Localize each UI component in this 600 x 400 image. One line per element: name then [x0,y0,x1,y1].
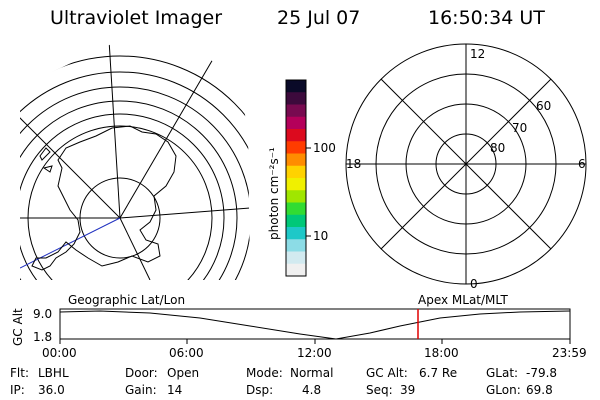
colorbar-cell [286,214,306,228]
info-gcalt-key: GC Alt: [366,366,408,380]
info-ip-value: 36.0 [38,383,65,397]
colorbar-cell [286,227,306,240]
time-label: 16:50:34 UT [428,7,545,29]
colorbar: 100 10 photon cm⁻²s⁻¹ [267,79,336,277]
colorbar-cell [286,251,306,265]
info-glat-key: GLat: [486,366,518,380]
colorbar-cell [286,129,306,142]
altitude-curve [59,310,571,340]
geographic-label: Geographic Lat/Lon [68,293,185,307]
colorbar-tick-100: 100 [313,141,336,155]
colorbar-cell [286,239,306,252]
orbit-track [20,217,121,269]
info-seq-value: 39 [400,383,415,397]
colorbar-cell [286,190,306,203]
timeline-x-tick-4: 23:59 [552,346,587,360]
info-glon-value: 69.8 [526,383,553,397]
timeline-y-tick-1: 1.8 [33,330,52,344]
info-dsp-key: Dsp: [246,383,273,397]
info-glat-value: -79.8 [526,366,557,380]
info-gain-key: Gain: [125,383,157,397]
colorbar-cell [286,116,306,130]
mlat-label-70: 70 [512,121,527,135]
info-door-value: Open [167,366,199,380]
apex-label: Apex MLat/MLT [418,293,508,307]
timeline-x-tick-0: 00:00 [42,346,77,360]
mlt-label-noon: 12 [470,47,485,61]
timeline-x-tick-1: 06:00 [169,346,204,360]
altitude-timeline: 9.0 1.8 GC Alt 00:00 06:00 12:00 18:00 2… [11,307,587,360]
timeline-y-tick-9: 9.0 [33,307,52,321]
colorbar-cell [286,263,306,277]
colorbar-cell [286,141,306,154]
info-door-key: Door: [125,366,158,380]
info-gcalt-value: 6.7 Re [419,366,457,380]
info-gain-value: 14 [167,383,182,397]
info-flt-value: LBHL [38,366,69,380]
colorbar-tick-10: 10 [313,229,328,243]
instrument-title: Ultraviolet Imager [50,7,222,29]
info-dsp-value: 4.8 [302,383,321,397]
timeline-ylabel: GC Alt [11,308,25,346]
mlat-label-80: 80 [490,141,505,155]
colorbar-cell [286,165,306,179]
geographic-map [20,40,250,280]
colorbar-cell [286,153,306,167]
colorbar-unit-label: photon cm⁻²s⁻¹ [267,147,281,240]
info-glon-key: GLon: [486,383,521,397]
info-panel: Flt: LBHL Door: Open Mode: Normal GC Alt… [10,366,557,397]
mlat-label-60: 60 [536,99,551,113]
info-seq-key: Seq: [366,383,393,397]
info-mode-value: Normal [290,366,333,380]
colorbar-cell [286,80,306,93]
date-label: 25 Jul 07 [277,7,360,29]
colorbar-cell [286,178,306,191]
colorbar-cell [286,202,306,216]
mlt-polar-plot: 12 18 6 0 60 70 80 [345,43,587,291]
mlt-label-midnight: 0 [470,277,478,291]
colorbar-cell [286,92,306,105]
info-mode-key: Mode: [246,366,283,380]
info-flt-key: Flt: [10,366,29,380]
colorbar-cell [286,104,306,118]
info-ip-key: IP: [10,383,25,397]
mlt-label-dawn: 6 [578,157,586,171]
timeline-x-tick-2: 12:00 [297,346,332,360]
timeline-x-tick-3: 18:00 [424,346,459,360]
antarctica-coastline [31,125,177,271]
mlt-label-dusk: 18 [346,157,361,171]
